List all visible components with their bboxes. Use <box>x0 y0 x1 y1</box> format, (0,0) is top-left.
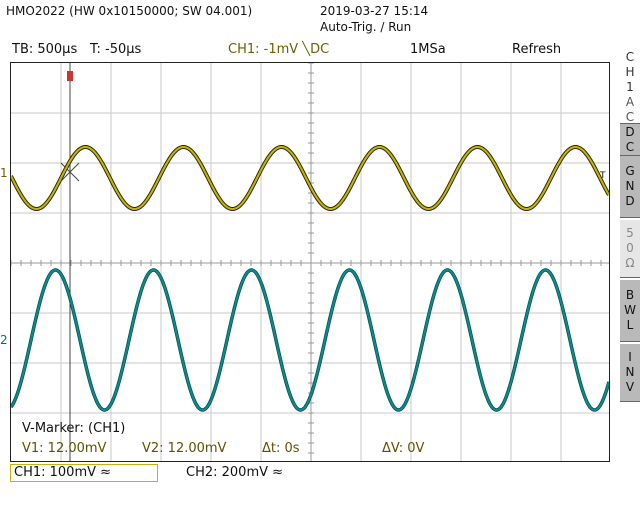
ch1-scale-label: CH1: 100mV ≈ <box>14 465 112 480</box>
coupling-dc-button[interactable]: DC <box>620 124 640 156</box>
trigger-mode: Auto-Trig. / Run <box>320 20 412 34</box>
v2-readout: V2: 12.00mV <box>142 441 227 456</box>
invert-button[interactable]: INV <box>620 344 640 402</box>
waveform-display[interactable] <box>10 62 610 462</box>
ch2-ground-marker[interactable]: 2 <box>0 333 8 347</box>
bandwidth-limit-button[interactable]: BWL <box>620 280 640 342</box>
v-marker-cross <box>60 162 80 182</box>
coupling-gnd-button[interactable]: GND <box>620 156 640 218</box>
ch1-status-box[interactable] <box>10 464 158 482</box>
v-marker-title: V-Marker: (CH1) <box>22 421 126 436</box>
acquisition-mode[interactable]: Refresh <box>512 42 562 57</box>
termination-50ohm-button[interactable]: 50Ω <box>620 220 640 278</box>
ch2-scale-label[interactable]: CH2: 200mV ≈ <box>186 465 284 480</box>
coupling-ac-button[interactable]: AC <box>620 95 640 125</box>
sample-rate: 1MSa <box>410 42 446 57</box>
ch2-trace-shadow <box>11 268 609 412</box>
waveform-plot <box>11 63 609 461</box>
trigger-slope-icon: ╲ <box>302 42 311 57</box>
delta-t-readout: Δt: 0s <box>262 441 300 456</box>
coupling-label: DC <box>310 42 330 57</box>
ch1-trigger-readout[interactable]: CH1: -1mV ╲DC <box>228 42 329 57</box>
ch1-trigger-level: CH1: -1mV <box>228 42 299 57</box>
device-info: HMO2022 (HW 0x10150000; SW 04.001) <box>6 4 253 18</box>
trigger-level-marker[interactable]: T <box>600 171 606 181</box>
delta-v-readout: ΔV: 0V <box>382 441 425 456</box>
ch2-trace <box>11 269 609 411</box>
ch1-ground-marker[interactable]: 1 <box>0 166 8 180</box>
trigger-position-icon <box>67 71 73 81</box>
timebase-readout[interactable]: TB: 500µs <box>12 42 78 57</box>
side-channel-label: CH1 <box>620 48 640 96</box>
v1-readout: V1: 12.00mV <box>22 441 107 456</box>
ch1-trace-shadow <box>11 145 609 211</box>
trigger-time-readout[interactable]: T: -50µs <box>90 42 142 57</box>
ch1-trace <box>11 146 609 210</box>
datetime: 2019-03-27 15:14 <box>320 4 429 18</box>
